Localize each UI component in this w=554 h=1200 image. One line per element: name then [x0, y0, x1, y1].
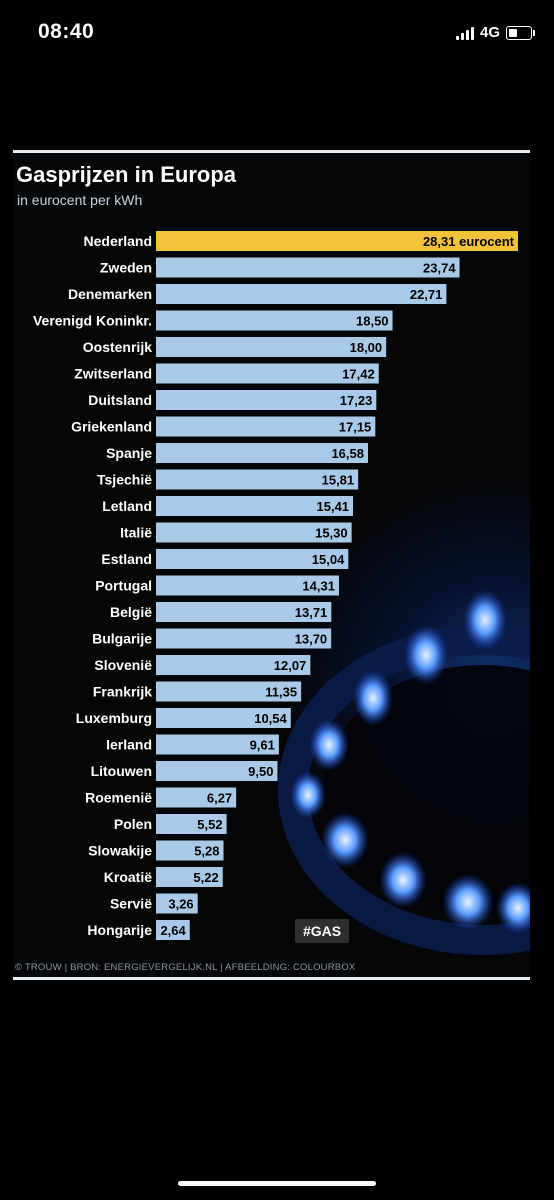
- value-label: 18,50: [356, 314, 389, 329]
- home-indicator[interactable]: [178, 1181, 376, 1186]
- category-label: Ierland: [106, 737, 152, 753]
- bar: [156, 761, 278, 781]
- category-label: Griekenland: [71, 419, 152, 435]
- source-credit: © TROUW | BRON: ENERGIEVERGELIJK.NL | AF…: [15, 962, 356, 973]
- value-label: 23,74: [423, 261, 456, 276]
- category-label: Kroatië: [104, 869, 152, 885]
- infographic-card: Gasprijzen in Europa in eurocent per kWh…: [13, 150, 530, 980]
- bar: [156, 787, 237, 808]
- signal-icon: [455, 26, 474, 40]
- category-label: België: [110, 604, 152, 620]
- bar: [156, 284, 447, 304]
- bar: [156, 231, 518, 251]
- category-label: Servië: [110, 896, 152, 912]
- bar: [156, 628, 332, 649]
- value-label: 5,22: [193, 870, 218, 885]
- value-label: 22,71: [410, 287, 443, 302]
- battery-icon: [506, 25, 535, 40]
- category-label: Zweden: [100, 260, 152, 276]
- category-label: Portugal: [95, 578, 152, 594]
- bar: [156, 734, 279, 755]
- bar: [156, 363, 379, 384]
- status-bar: 08:40 4G: [0, 0, 554, 70]
- top-divider: [13, 150, 530, 153]
- category-label: Bulgarije: [92, 631, 152, 647]
- bar: [156, 708, 291, 728]
- value-label: 17,23: [340, 393, 373, 408]
- value-label: 10,54: [254, 711, 287, 726]
- category-label: Verenigd Koninkr.: [33, 313, 152, 329]
- bar: [156, 416, 376, 437]
- value-label: 6,27: [207, 791, 232, 806]
- category-label: Polen: [114, 816, 152, 832]
- category-label: Estland: [101, 551, 152, 567]
- value-label: 17,42: [342, 367, 375, 382]
- bar: [156, 310, 393, 331]
- battery-level: [509, 28, 517, 37]
- category-label: Spanje: [106, 445, 152, 461]
- bar: [156, 390, 377, 410]
- category-label: Nederland: [84, 233, 152, 249]
- gas-burner-image: [278, 590, 530, 955]
- value-label: 16,58: [331, 446, 364, 461]
- category-label: Slovenië: [94, 657, 152, 673]
- status-time: 08:40: [38, 20, 95, 43]
- value-label: 17,15: [339, 420, 372, 435]
- bar: [156, 681, 302, 702]
- value-label: 13,71: [295, 605, 328, 620]
- bar: [156, 443, 369, 463]
- value-label: 3,26: [168, 897, 193, 912]
- category-label: Zwitserland: [74, 366, 152, 382]
- chart-title: Gasprijzen in Europa: [16, 162, 237, 187]
- value-label: 9,61: [250, 738, 275, 753]
- bar: [156, 575, 339, 596]
- value-label: 5,28: [194, 844, 219, 859]
- bottom-divider: [13, 977, 530, 980]
- bar: [156, 655, 311, 675]
- bar: [156, 257, 460, 278]
- category-label: Roemenië: [85, 790, 152, 806]
- value-label: 15,04: [312, 552, 345, 567]
- value-label: 13,70: [295, 632, 328, 647]
- chart-subtitle: in eurocent per kWh: [17, 192, 143, 208]
- value-label: 9,50: [248, 764, 273, 779]
- bar: [156, 522, 352, 543]
- value-label: 15,41: [317, 499, 350, 514]
- category-label: Letland: [102, 498, 152, 514]
- category-label: Slowakije: [88, 843, 152, 859]
- value-label: 12,07: [274, 658, 307, 673]
- hashtag-badge: #GAS: [295, 919, 350, 943]
- network-type: 4G: [479, 24, 500, 41]
- category-label: Frankrijk: [93, 684, 152, 700]
- category-label: Denemarken: [68, 286, 152, 302]
- category-label: Oostenrijk: [83, 339, 152, 355]
- bar: [156, 840, 224, 861]
- value-label: 15,30: [315, 526, 348, 541]
- value-label: 11,35: [265, 685, 297, 700]
- value-label: 28,31 eurocent: [423, 234, 515, 249]
- status-icons: 4G: [455, 24, 535, 41]
- category-label: Duitsland: [88, 392, 152, 408]
- bar: [156, 814, 227, 834]
- category-label: Litouwen: [91, 763, 152, 779]
- category-label: Hongarije: [87, 922, 152, 938]
- value-label: 2,64: [160, 923, 186, 938]
- bar: [156, 549, 349, 569]
- bar: [156, 920, 190, 940]
- category-label: Tsjechië: [97, 472, 152, 488]
- bar: [156, 867, 223, 887]
- value-label: 5,52: [197, 817, 222, 832]
- bar-chart: Nederland 28,31 eurocent Zweden 23,74 Denema…: [33, 231, 518, 940]
- value-label: 15,81: [322, 473, 355, 488]
- bar: [156, 602, 332, 622]
- bar: [156, 893, 198, 914]
- category-label: Luxemburg: [76, 710, 152, 726]
- bar: [156, 496, 354, 516]
- value-label: 14,31: [302, 579, 335, 594]
- category-label: Italië: [120, 525, 152, 541]
- bar: [156, 469, 359, 490]
- value-label: 18,00: [350, 340, 383, 355]
- bar: [156, 337, 387, 357]
